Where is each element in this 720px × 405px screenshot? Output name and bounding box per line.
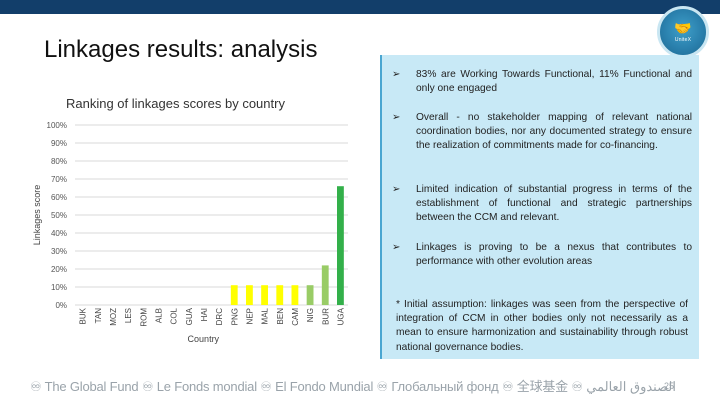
y-tick-label: 20%: [51, 265, 67, 274]
bar-cam: [291, 285, 299, 305]
bar-ben: [276, 285, 284, 305]
analysis-panel: [380, 55, 699, 359]
bullet-4-text: Linkages is proving to be a nexus that c…: [416, 242, 692, 268]
bullet-3-text: Limited indication of substantial progre…: [416, 184, 692, 224]
x-tick-label: BUK: [79, 307, 88, 324]
y-tick-label: 40%: [51, 229, 67, 238]
bar-mal: [261, 285, 268, 305]
top-banner: [0, 0, 720, 14]
x-tick-label: UGA: [336, 307, 345, 325]
x-tick-label: MOZ: [109, 308, 118, 326]
page-number: 25: [664, 381, 675, 391]
x-tick-label: TAN: [94, 308, 103, 324]
bullet-2-text: Overall - no stakeholder mapping of rele…: [416, 112, 692, 152]
x-axis-label: Country: [188, 334, 220, 344]
y-tick-label: 10%: [51, 283, 67, 292]
x-tick-label: ROM: [139, 308, 148, 327]
y-tick-label: 30%: [51, 247, 67, 256]
bar-uga: [337, 186, 344, 305]
assumption-note: * Initial assumption: linkages was seen …: [396, 299, 688, 353]
x-tick-label: LES: [124, 308, 133, 323]
y-tick-label: 80%: [51, 157, 67, 166]
x-tick-label: MAL: [261, 307, 270, 324]
y-tick-label: 70%: [51, 175, 67, 184]
bar-bur: [321, 265, 329, 305]
slide-title: Linkages results: analysis: [44, 36, 318, 63]
bullet-1: ➢ 83% are Working Towards Functional, 11…: [392, 68, 692, 96]
arrow-bullet-icon: ➢: [392, 112, 401, 123]
global-fund-footer: ♾ The Global Fund ♾ Le Fonds mondial ♾ E…: [30, 379, 676, 394]
arrow-bullet-icon: ➢: [392, 184, 401, 195]
linkages-bar-chart: 0% 10% 20% 30% 40% 50% 60% 70% 80% 90% 100% Linkage…: [32, 121, 348, 344]
x-tick-label: BUR: [321, 308, 330, 325]
bullet-3: ➢ Limited indication of substantial prog…: [392, 183, 692, 226]
x-tick-label: CAM: [291, 308, 300, 326]
bullet-4: ➢ Linkages is proving to be a nexus that…: [392, 241, 692, 269]
unitex-logo: 🤝 UniteX: [657, 6, 709, 58]
y-tick-label: 90%: [51, 139, 67, 148]
x-tick-label: GUA: [185, 307, 194, 325]
x-tick-label: PNG: [230, 308, 239, 325]
bar-png: [230, 285, 238, 305]
y-axis-label: Linkages score: [32, 185, 42, 246]
bullet-1-text: 83% are Working Towards Functional, 11% …: [416, 69, 692, 95]
arrow-bullet-icon: ➢: [392, 69, 401, 80]
x-tick-label: HAI: [200, 308, 209, 321]
handshake-icon: 🤝: [674, 20, 692, 36]
chart-title: Ranking of linkages scores by country: [66, 96, 285, 111]
bar-nig: [306, 285, 314, 305]
arrow-bullet-icon: ➢: [392, 242, 401, 253]
x-tick-label: NIG: [306, 308, 315, 322]
y-tick-label: 50%: [51, 211, 67, 220]
bullet-2: ➢ Overall - no stakeholder mapping of re…: [392, 111, 692, 154]
logo-text: UniteX: [674, 37, 692, 43]
bar-nep: [246, 285, 253, 305]
y-tick-label: 0%: [55, 301, 67, 310]
x-tick-label: NEP: [245, 308, 254, 324]
x-tick-label: DRC: [215, 308, 224, 326]
y-tick-label: 60%: [51, 193, 67, 202]
x-tick-label: BEN: [276, 308, 285, 325]
x-tick-label: COL: [170, 307, 179, 324]
y-tick-label: 100%: [47, 121, 67, 130]
x-tick-label: ALB: [154, 308, 163, 323]
